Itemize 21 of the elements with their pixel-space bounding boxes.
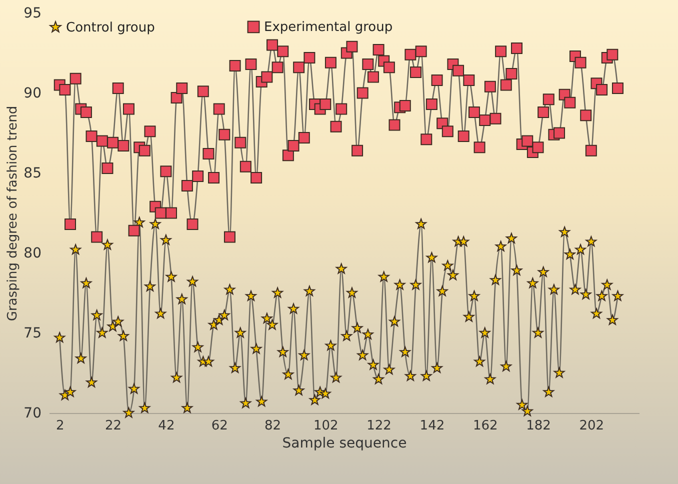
x-tick-label: 22 — [105, 418, 122, 434]
x-tick-label: 182 — [526, 418, 551, 434]
x-tick-label: 202 — [579, 418, 604, 434]
y-tick-label: 70 — [24, 406, 42, 422]
x-axis-title: Sample sequence — [282, 436, 407, 452]
x-tick-label: 142 — [420, 418, 445, 434]
legend-label: Control group — [66, 20, 155, 36]
y-tick-label: 85 — [24, 166, 42, 182]
y-tick-label: 75 — [24, 326, 42, 342]
x-tick-label: 122 — [366, 418, 392, 434]
legend-label: Experimental group — [264, 20, 393, 35]
x-tick-label: 162 — [472, 418, 498, 434]
y-tick-label: 95 — [24, 6, 42, 22]
x-tick-label: 102 — [313, 418, 338, 434]
x-tick-label: 2 — [56, 418, 64, 434]
x-tick-label: 62 — [211, 418, 228, 434]
x-tick-label: 42 — [158, 418, 175, 434]
y-tick-label: 80 — [24, 246, 42, 262]
y-axis-title: Grasping degree of fashion trend — [6, 106, 21, 322]
y-tick-label: 90 — [24, 86, 42, 102]
x-tick-label: 82 — [264, 418, 282, 434]
